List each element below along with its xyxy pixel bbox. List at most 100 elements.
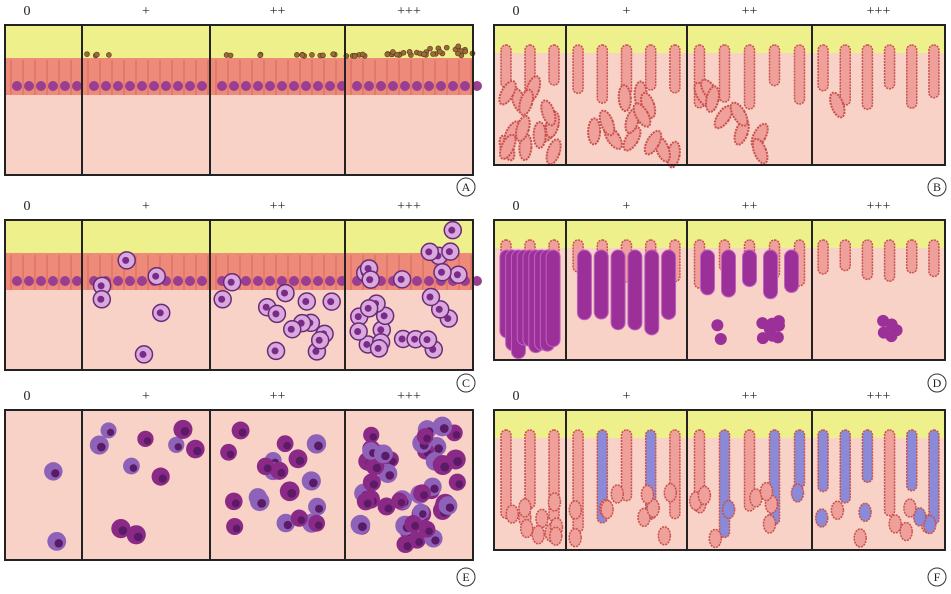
gastric-pit [572, 44, 584, 95]
gland [814, 508, 829, 528]
gland [498, 80, 517, 106]
cell-nucleus [420, 491, 429, 500]
bacteria [390, 49, 396, 55]
bacteria [421, 51, 427, 58]
gland [505, 504, 519, 524]
bacteria [351, 53, 358, 59]
grade-label: +++ [397, 199, 421, 214]
neutrophil-nucleus [281, 289, 289, 297]
neutrophil-nucleus [227, 278, 235, 286]
metaplastic-gland [627, 249, 643, 331]
gastric-pit [839, 429, 851, 504]
nucleus [277, 276, 287, 286]
grade-label: + [142, 389, 150, 404]
gland [610, 484, 625, 504]
nucleus [72, 81, 82, 91]
gland [568, 527, 582, 548]
cell-nucleus [358, 522, 367, 532]
nucleus [89, 81, 99, 91]
gland [729, 101, 749, 127]
neutrophil-nucleus [377, 326, 385, 334]
gland [518, 88, 534, 116]
grade-label: 0 [24, 199, 31, 214]
gland [600, 499, 614, 520]
cell-nucleus [369, 433, 377, 441]
bacteria [257, 52, 264, 59]
neutrophil-nucleus [435, 305, 443, 313]
nucleus [424, 81, 434, 91]
gland [762, 514, 777, 534]
nucleus [241, 276, 251, 286]
nucleus [472, 276, 482, 286]
gastric-pit [861, 44, 874, 111]
panel-frame [4, 219, 474, 371]
metaplastic-gland [721, 249, 736, 298]
panel-letter-ring [456, 567, 476, 587]
panel-frame [493, 219, 946, 361]
gastric-pit [817, 44, 829, 92]
nucleus [12, 276, 22, 286]
nucleus [137, 276, 147, 286]
cell-nucleus [54, 539, 64, 548]
grade-label: + [142, 199, 150, 214]
panel-letter: B [933, 180, 941, 194]
grade-label: ++ [742, 199, 758, 214]
cell-nucleus [452, 431, 461, 439]
panel-letter: A [462, 180, 471, 194]
cell-nucleus [295, 456, 305, 466]
grade-label: ++ [270, 199, 286, 214]
nucleus [24, 276, 34, 286]
gland [899, 521, 913, 542]
neutrophil-nucleus [122, 256, 130, 264]
gland [643, 129, 663, 156]
bacteria [309, 52, 315, 58]
cell-nucleus [384, 504, 393, 513]
lumen [210, 220, 345, 253]
gastric-pit [861, 429, 874, 484]
cell-nucleus [411, 521, 420, 530]
gland [540, 99, 557, 127]
neutrophil-nucleus [287, 325, 295, 333]
cell-nucleus [174, 443, 182, 451]
cell-nucleus [106, 428, 115, 436]
bacteria [106, 52, 112, 58]
grade-label: + [623, 199, 631, 214]
gastric-pit [928, 44, 940, 99]
gland [535, 508, 549, 529]
cell-nucleus [385, 471, 395, 480]
metaplastic-gland [593, 249, 609, 320]
grade-label: 0 [513, 389, 520, 404]
cell-nucleus [315, 504, 324, 513]
grade-label: + [623, 4, 631, 19]
metaplastic-gland [644, 249, 660, 336]
nucleus [352, 81, 362, 91]
neutrophil-nucleus [354, 313, 362, 321]
nucleus [173, 276, 183, 286]
neutrophil-nucleus [437, 268, 445, 276]
nucleus [241, 81, 251, 91]
grade-label: + [142, 4, 150, 19]
gastric-pit [883, 239, 896, 282]
grade-label: +++ [867, 199, 891, 214]
bacteria [394, 51, 400, 58]
neutrophil-nucleus [364, 304, 372, 312]
grade-label: 0 [513, 199, 520, 214]
gastric-pit [817, 239, 829, 275]
gland [518, 498, 532, 518]
gastric-pit [928, 239, 940, 278]
nucleus [125, 276, 135, 286]
gland [632, 102, 652, 128]
neutrophil-nucleus [152, 272, 160, 280]
nucleus [301, 276, 311, 286]
gastric-pit [743, 44, 756, 110]
nucleus [325, 81, 335, 91]
cell-nucleus [423, 434, 431, 443]
cell-nucleus [445, 503, 455, 512]
bacteria [455, 43, 462, 50]
cell-nucleus [372, 463, 382, 473]
bacteria [406, 49, 413, 55]
atrophic-gland [756, 332, 769, 345]
cell-nucleus [180, 427, 190, 436]
cell-nucleus [369, 480, 378, 489]
